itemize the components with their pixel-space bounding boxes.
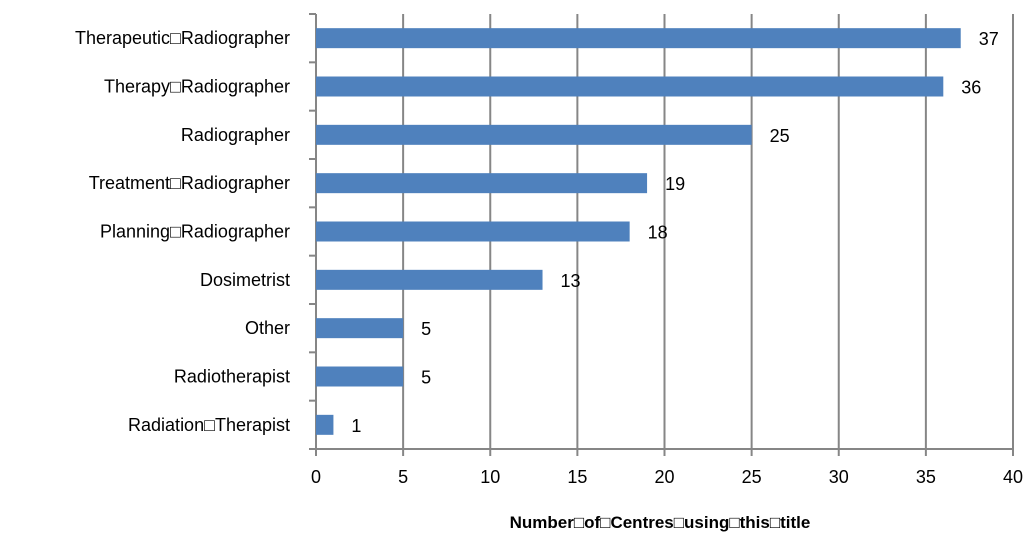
x-tick-labels: 0 5 10 15 20 25 30 35 40 — [311, 467, 1023, 487]
bar — [316, 221, 630, 242]
bar — [316, 28, 961, 49]
bar — [316, 414, 334, 435]
bar — [316, 366, 404, 387]
data-label: 5 — [421, 368, 431, 388]
x-tick-label: 0 — [311, 467, 321, 487]
data-label: 36 — [961, 78, 981, 98]
category-label: Radiation□Therapist — [128, 415, 290, 435]
category-label: Dosimetrist — [200, 270, 290, 290]
bar — [316, 124, 752, 145]
category-label: Other — [245, 318, 290, 338]
x-tick-label: 30 — [829, 467, 849, 487]
x-tick-label: 20 — [654, 467, 674, 487]
bar — [316, 76, 944, 97]
x-tick-label: 35 — [916, 467, 936, 487]
data-label: 1 — [351, 416, 361, 436]
bar — [316, 318, 404, 339]
data-label: 18 — [648, 223, 668, 243]
x-tick-label: 15 — [567, 467, 587, 487]
x-tick-label: 40 — [1003, 467, 1023, 487]
data-label: 37 — [979, 29, 999, 49]
x-tick-label: 5 — [398, 467, 408, 487]
bars — [316, 28, 961, 435]
category-label: Radiotherapist — [174, 367, 290, 387]
category-label: Planning□Radiographer — [100, 222, 290, 242]
category-labels: Therapeutic□Radiographer Therapy□Radiogra… — [75, 28, 290, 435]
bar — [316, 173, 648, 194]
category-label: Treatment□Radiographer — [89, 173, 290, 193]
category-label: Radiographer — [181, 125, 290, 145]
bar — [316, 269, 543, 290]
x-axis-title: Number□of□Centres□using□this□title — [510, 513, 811, 532]
x-tick-label: 10 — [480, 467, 500, 487]
data-label: 25 — [770, 126, 790, 146]
category-label: Therapeutic□Radiographer — [75, 28, 290, 48]
data-label: 13 — [561, 271, 581, 291]
x-tick-label: 25 — [742, 467, 762, 487]
data-label: 5 — [421, 319, 431, 339]
data-labels: 37 36 25 19 18 13 5 5 1 — [351, 29, 998, 436]
data-label: 19 — [665, 174, 685, 194]
category-label: Therapy□Radiographer — [104, 77, 290, 97]
